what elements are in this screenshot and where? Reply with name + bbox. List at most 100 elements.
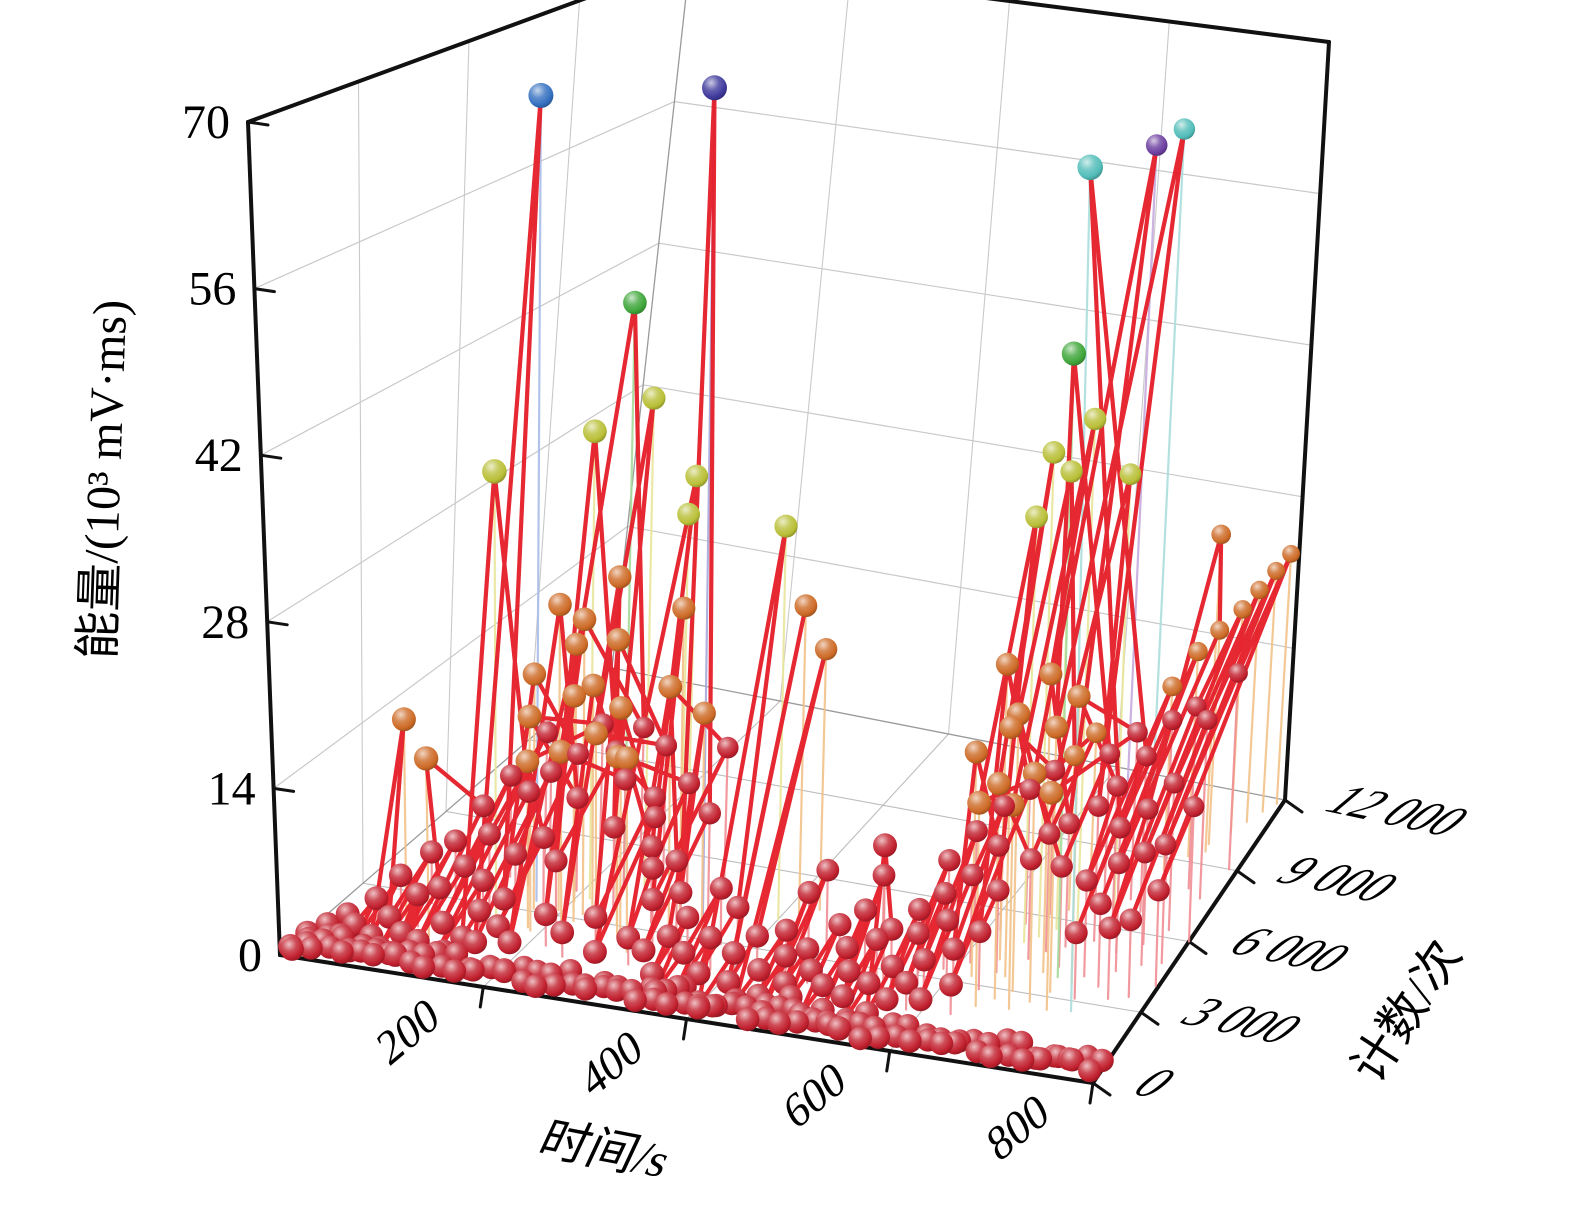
data-point <box>572 607 597 632</box>
data-point <box>517 704 542 729</box>
data-point <box>655 734 678 757</box>
grid-line <box>1154 889 1160 987</box>
grid-line <box>246 0 587 124</box>
data-point <box>609 696 633 720</box>
data-point <box>361 942 385 967</box>
data-point <box>641 856 665 880</box>
data-point <box>280 937 304 961</box>
data-point <box>532 826 556 849</box>
data-point <box>1137 798 1159 820</box>
grid-line <box>622 778 627 889</box>
data-point <box>420 840 444 864</box>
grid-line <box>1187 805 1195 943</box>
data-point <box>388 863 413 888</box>
data-point <box>1042 441 1066 464</box>
data-point <box>873 833 897 858</box>
grid-line <box>611 0 687 669</box>
data-point <box>1089 892 1112 916</box>
data-point <box>1250 580 1269 600</box>
data-point <box>1228 663 1248 683</box>
data-point <box>1119 908 1143 932</box>
data-point <box>503 842 528 866</box>
grid-line <box>572 694 576 923</box>
grid-line <box>707 812 711 912</box>
data-point <box>528 82 554 108</box>
grid-line <box>995 889 1000 974</box>
data-point <box>583 905 608 929</box>
data-point <box>631 938 656 963</box>
grid-line <box>1235 869 1256 885</box>
data-point <box>1067 684 1091 708</box>
data-point <box>826 1016 852 1041</box>
data-point <box>906 921 930 945</box>
grid-line <box>259 453 283 460</box>
data-point <box>1183 796 1205 818</box>
data-point <box>836 959 861 983</box>
z-axis-title: 能量/(10³ mV·ms) <box>72 299 138 660</box>
data-point <box>709 876 733 900</box>
grid-line <box>272 786 296 793</box>
data-point <box>872 863 896 887</box>
grid-line <box>1028 772 1036 1003</box>
grid-line <box>1091 1081 1112 1097</box>
grid-line <box>1275 552 1293 805</box>
z-tick-label: 0 <box>238 929 262 982</box>
data-point <box>566 786 589 809</box>
grid-line <box>642 384 1304 498</box>
data-point <box>462 930 488 955</box>
data-point <box>548 739 573 764</box>
data-point <box>1163 772 1185 794</box>
data-point <box>623 988 647 1012</box>
data-point <box>967 790 992 815</box>
data-point <box>536 721 559 744</box>
data-point <box>929 1031 954 1056</box>
data-point <box>1086 722 1107 743</box>
data-point <box>643 786 666 809</box>
data-point <box>614 768 637 791</box>
data-point <box>1044 715 1069 739</box>
data-point <box>482 459 507 484</box>
z-tick-label: 42 <box>195 429 243 482</box>
data-point <box>299 936 323 960</box>
data-point <box>1119 463 1142 486</box>
data-point <box>602 815 626 839</box>
data-point <box>685 464 709 488</box>
grid-line <box>1283 40 1331 802</box>
data-point <box>745 924 769 948</box>
data-point <box>773 944 798 968</box>
data-point <box>452 854 477 878</box>
data-point <box>1010 1048 1035 1072</box>
data-point <box>442 959 467 983</box>
data-point <box>497 930 522 955</box>
data-point <box>1044 759 1066 781</box>
data-point <box>912 948 936 972</box>
grid-line <box>266 384 644 623</box>
data-point <box>608 565 632 589</box>
data-point <box>908 987 933 1012</box>
data-point <box>1038 822 1061 845</box>
z-tick-label: 70 <box>182 96 230 149</box>
grid-line <box>1160 843 1167 965</box>
grid-line <box>357 80 364 884</box>
data-point <box>477 822 501 846</box>
data-point <box>1173 118 1196 140</box>
grid-line <box>682 1017 688 1041</box>
data-point <box>1109 816 1132 839</box>
data-point <box>391 707 416 732</box>
grid-line <box>246 120 282 957</box>
data-point <box>854 898 878 922</box>
data-point <box>938 849 961 872</box>
data-point <box>444 829 467 853</box>
data-point <box>582 939 607 964</box>
data-point <box>642 386 666 410</box>
data-point <box>606 628 631 652</box>
data-point <box>865 927 889 952</box>
data-point <box>795 937 820 961</box>
data-point <box>614 746 639 771</box>
data-point <box>623 290 647 315</box>
grid-line <box>273 525 629 790</box>
data-point <box>908 897 931 921</box>
data-point <box>830 984 855 1009</box>
data-point <box>965 820 988 843</box>
